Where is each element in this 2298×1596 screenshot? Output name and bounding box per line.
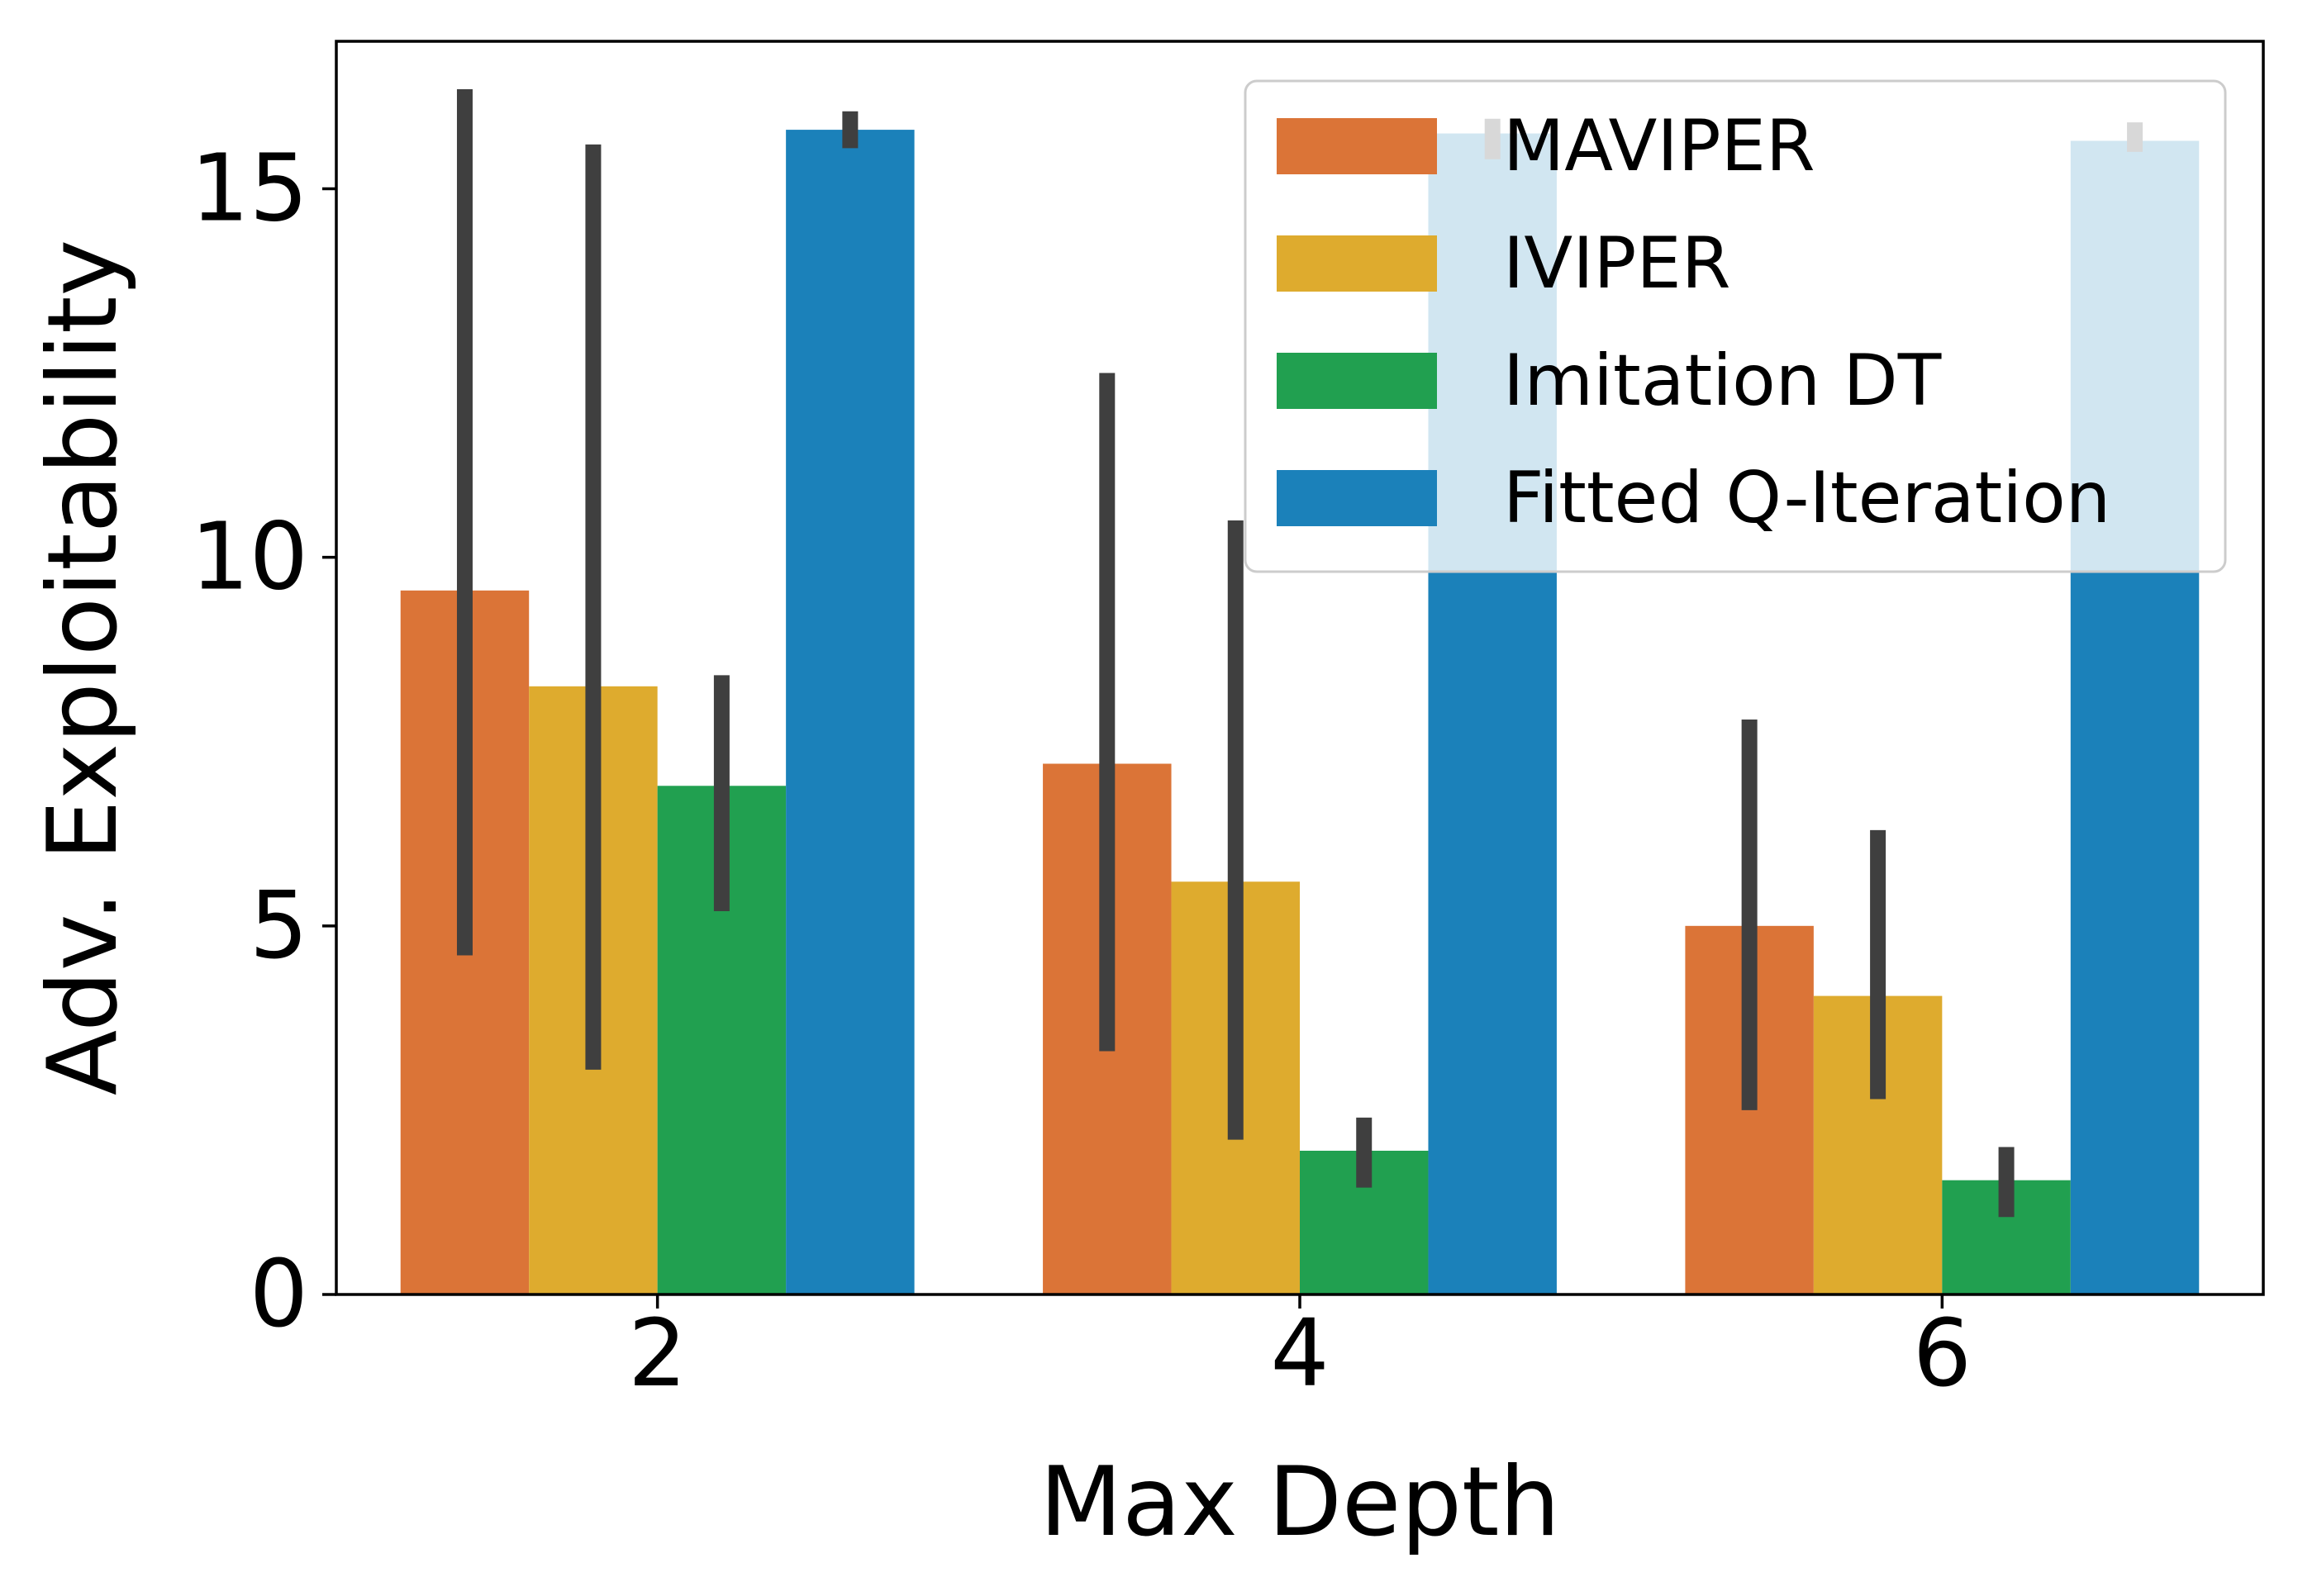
y-axis: 0 5 10 15 bbox=[190, 135, 336, 1348]
legend-swatch-iviper bbox=[1277, 235, 1437, 292]
x-axis: 2 4 6 bbox=[628, 1294, 1972, 1408]
y-tick-label: 10 bbox=[190, 504, 308, 611]
legend-swatch-maviper bbox=[1277, 118, 1437, 174]
y-tick-label: 5 bbox=[250, 872, 308, 980]
bar-fitted-q-iteration-depth-2 bbox=[786, 130, 915, 1294]
legend-swatch-fitted-q-iteration bbox=[1277, 470, 1437, 526]
legend-label-imitation-dt: Imitation DT bbox=[1503, 340, 1942, 422]
x-axis-label: Max Depth bbox=[1040, 1446, 1560, 1558]
legend-box bbox=[1244, 79, 2227, 573]
x-tick-label: 4 bbox=[1270, 1300, 1329, 1408]
legend-label-maviper: MAVIPER bbox=[1503, 105, 1815, 188]
x-tick-label: 2 bbox=[628, 1300, 687, 1408]
y-tick-label: 0 bbox=[250, 1241, 308, 1348]
legend-label-fitted-q-iteration: Fitted Q-Iteration bbox=[1503, 457, 2110, 539]
y-tick-label: 15 bbox=[190, 135, 308, 242]
y-axis-label: Adv. Exploitability bbox=[27, 240, 139, 1095]
x-tick-label: 6 bbox=[1913, 1300, 1972, 1408]
legend: MAVIPER IVIPER Imitation DT Fitted Q-Iterat… bbox=[1244, 79, 2227, 573]
legend-swatch-imitation-dt bbox=[1277, 353, 1437, 409]
legend-label-iviper: IVIPER bbox=[1503, 222, 1731, 305]
